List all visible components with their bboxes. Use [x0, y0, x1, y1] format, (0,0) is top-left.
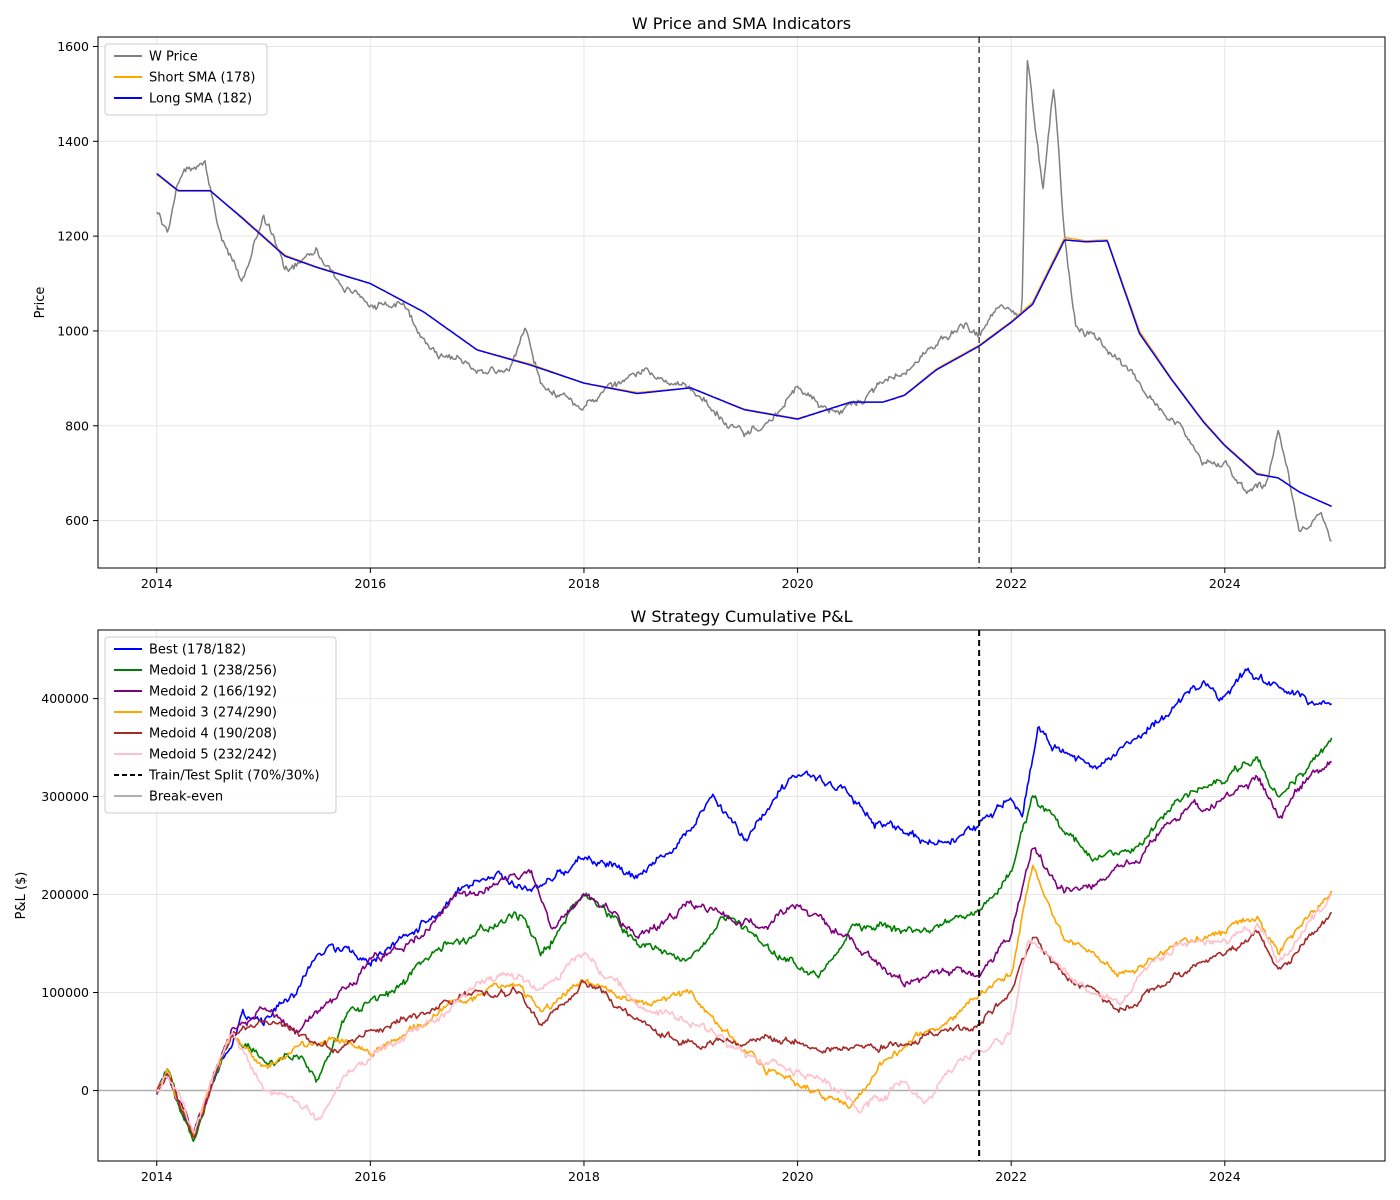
series-line-medoid-3-274-290 [155, 864, 1333, 1136]
legend-label-short-sma-178: Short SMA (178) [149, 71, 255, 86]
y-tick-label: 1600 [57, 39, 89, 54]
chart-title: W Price and SMA Indicators [632, 14, 851, 33]
data-layer [156, 60, 1332, 542]
y-tick-label: 600 [65, 513, 89, 528]
legend-label-medoid-1-238-256: Medoid 1 (238/256) [149, 664, 277, 679]
series-line-medoid-2-166-192 [156, 760, 1332, 1134]
series-line-w-price [156, 60, 1332, 542]
y-axis-label: P&L ($) [14, 872, 29, 920]
grid-lines [98, 37, 1385, 568]
series-line-medoid-4-190-208 [155, 911, 1333, 1140]
y-tick-label: 0 [81, 1083, 89, 1098]
y-tick-label: 1400 [57, 134, 89, 149]
x-tick-label: 2022 [995, 1169, 1027, 1184]
legend-label-medoid-4-190-208: Medoid 4 (190/208) [149, 727, 277, 742]
series-line-medoid-1-238-256 [155, 737, 1333, 1142]
legend-box [104, 43, 268, 116]
x-tick-label: 2018 [568, 576, 600, 591]
legend-label-medoid-5-232-242: Medoid 5 (232/242) [149, 748, 277, 763]
legend-label-medoid-2-166-192: Medoid 2 (166/192) [149, 685, 277, 700]
price-chart-panel: 2014 2016 2018 2020 2022 2024 600 800 1000 1200 14… [33, 14, 1386, 591]
pnl-chart-panel: 2014 2016 2018 2020 2022 2024 0 100000 200000 300… [14, 607, 1386, 1184]
legend-label-long-sma-182: Long SMA (182) [149, 92, 252, 107]
y-tick-label: 100000 [41, 985, 89, 1000]
legend-label-break-even: Break-even [149, 790, 223, 805]
y-axis-label: Price [33, 287, 48, 319]
data-layer [98, 667, 1385, 1142]
y-tick-label: 200000 [41, 887, 89, 902]
y-tick-label: 1200 [57, 229, 89, 244]
series-line-medoid-5-232-242 [156, 893, 1333, 1134]
legend: W Price Short SMA (178) Long SMA (182) [104, 43, 268, 116]
legend: Best (178/182) Medoid 1 (238/256) Medoid 2… [104, 636, 337, 814]
x-tick-label: 2016 [354, 576, 386, 591]
series-line-long-sma-182 [156, 172, 1332, 508]
x-tick-label: 2014 [141, 1169, 173, 1184]
y-tick-label: 400000 [41, 691, 89, 706]
legend-label-best-178-182: Best (178/182) [149, 643, 246, 658]
x-tick-label: 2024 [1209, 576, 1241, 591]
legend-box [104, 636, 337, 814]
x-tick-label: 2014 [141, 576, 173, 591]
axes-frame [97, 629, 1386, 1162]
chart-title: W Strategy Cumulative P&L [631, 607, 853, 626]
x-tick-label: 2018 [568, 1169, 600, 1184]
y-tick-label: 300000 [41, 789, 89, 804]
axes-frame [97, 36, 1386, 569]
legend-label-medoid-3-274-290: Medoid 3 (274/290) [149, 706, 277, 721]
y-tick-label: 800 [65, 418, 89, 433]
x-tick-label: 2024 [1209, 1169, 1241, 1184]
x-tick-label: 2022 [995, 576, 1027, 591]
x-tick-label: 2020 [782, 576, 814, 591]
series-line-best-178-182 [155, 667, 1333, 1134]
legend-label-w-price: W Price [149, 50, 198, 65]
x-tick-label: 2016 [354, 1169, 386, 1184]
x-tick-label: 2020 [782, 1169, 814, 1184]
legend-label-train-test-split-70-30: Train/Test Split (70%/30%) [148, 769, 320, 784]
y-tick-label: 1000 [57, 323, 89, 338]
